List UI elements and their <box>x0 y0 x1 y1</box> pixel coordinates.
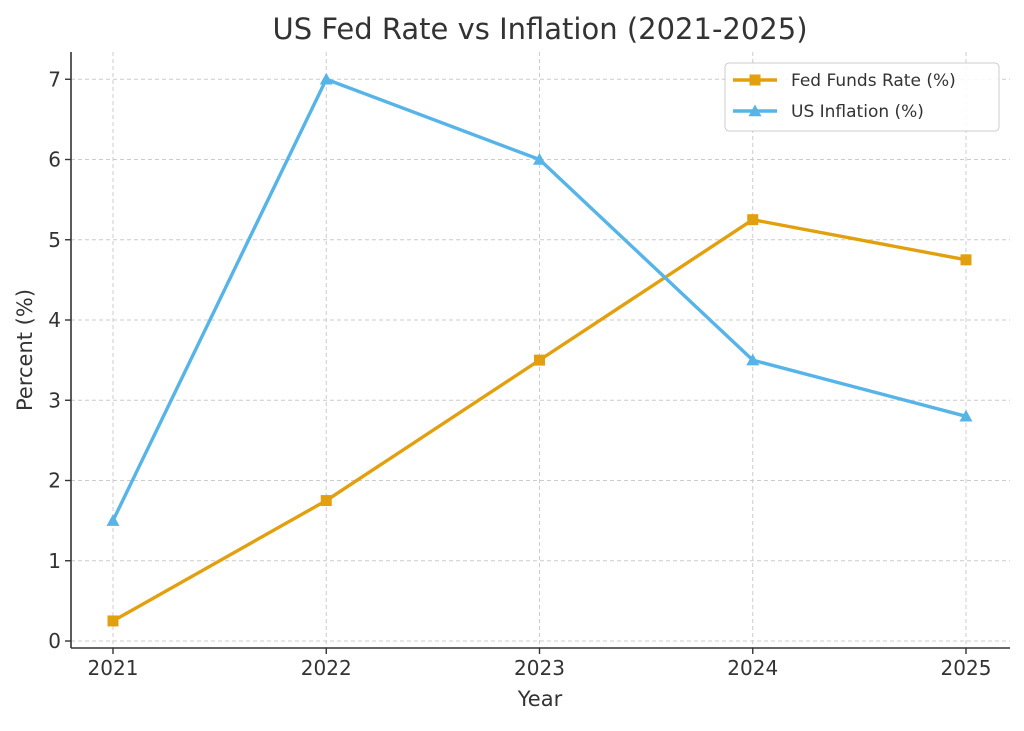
legend-marker <box>748 104 762 117</box>
y-tick-label: 6 <box>48 148 61 172</box>
legend-item-fed-funds-rate: Fed Funds Rate (%) <box>733 71 956 91</box>
fed-funds-rate-point <box>747 214 759 226</box>
series-fed-funds-rate <box>107 214 972 627</box>
fed-funds-rate-point <box>960 254 972 266</box>
x-tick-label: 2022 <box>301 656 352 680</box>
us-inflation-point <box>319 72 333 85</box>
chart-title: US Fed Rate vs Inflation (2021-2025) <box>272 12 807 46</box>
legend-label: US Inflation (%) <box>791 102 924 122</box>
us-inflation-point <box>106 514 120 526</box>
legend-box <box>724 62 1000 132</box>
x-tick-label: 2023 <box>514 656 565 680</box>
fed-funds-rate-point <box>320 495 332 507</box>
y-axis-label: Percent (%) <box>13 289 37 411</box>
us-inflation-point <box>959 409 973 422</box>
axes <box>70 52 1010 649</box>
x-axis-label: Year <box>517 687 563 711</box>
series <box>106 72 973 627</box>
tick-labels: 0 1 2 3 4 5 6 7 2021 2022 2023 2024 2025 <box>48 67 991 680</box>
y-tick-label: 3 <box>48 388 61 412</box>
grid <box>71 52 1010 648</box>
us-inflation-point <box>746 353 760 366</box>
y-tick-label: 0 <box>48 629 61 653</box>
y-tick-label: 4 <box>48 308 61 332</box>
x-tick-label: 2024 <box>727 656 778 680</box>
fed-funds-rate-point <box>534 354 545 366</box>
x-tick-label: 2021 <box>88 656 139 680</box>
series-us-inflation <box>106 72 973 526</box>
legend-marker <box>749 74 761 86</box>
y-tick-label: 1 <box>48 549 61 573</box>
legend: Fed Funds Rate (%) US Inflation (%) <box>724 62 1000 132</box>
us-inflation-point <box>533 153 546 165</box>
legend-item-us-inflation: US Inflation (%) <box>733 102 924 122</box>
fed-funds-rate-point <box>107 615 119 627</box>
y-tick-label: 2 <box>48 469 61 493</box>
y-tick-label: 7 <box>48 67 61 91</box>
y-tick-label: 5 <box>48 228 61 252</box>
legend-label: Fed Funds Rate (%) <box>791 71 956 91</box>
x-tick-label: 2025 <box>941 656 992 680</box>
